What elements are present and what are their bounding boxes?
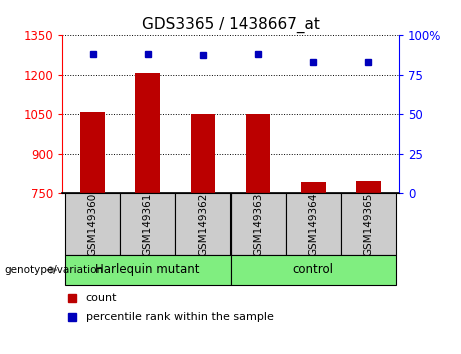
Bar <box>190 114 215 193</box>
Bar <box>356 181 381 193</box>
Bar <box>65 255 230 285</box>
Bar <box>175 193 230 255</box>
Text: GSM149361: GSM149361 <box>143 192 153 256</box>
Text: GSM149362: GSM149362 <box>198 192 208 256</box>
Bar <box>136 74 160 193</box>
Text: Harlequin mutant: Harlequin mutant <box>95 263 200 276</box>
Text: genotype/variation: genotype/variation <box>5 265 104 275</box>
Title: GDS3365 / 1438667_at: GDS3365 / 1438667_at <box>142 16 319 33</box>
Text: GSM149360: GSM149360 <box>88 192 98 256</box>
Text: percentile rank within the sample: percentile rank within the sample <box>86 312 274 322</box>
Text: GSM149365: GSM149365 <box>363 192 373 256</box>
Bar <box>246 114 271 193</box>
Bar <box>301 182 325 193</box>
Bar <box>120 193 175 255</box>
Bar <box>80 112 105 193</box>
Bar <box>230 193 286 255</box>
Text: count: count <box>86 293 117 303</box>
Bar <box>65 193 120 255</box>
Bar <box>230 255 396 285</box>
Bar <box>341 193 396 255</box>
Text: control: control <box>293 263 334 276</box>
Bar <box>286 193 341 255</box>
Text: GSM149363: GSM149363 <box>253 192 263 256</box>
Text: GSM149364: GSM149364 <box>308 192 318 256</box>
